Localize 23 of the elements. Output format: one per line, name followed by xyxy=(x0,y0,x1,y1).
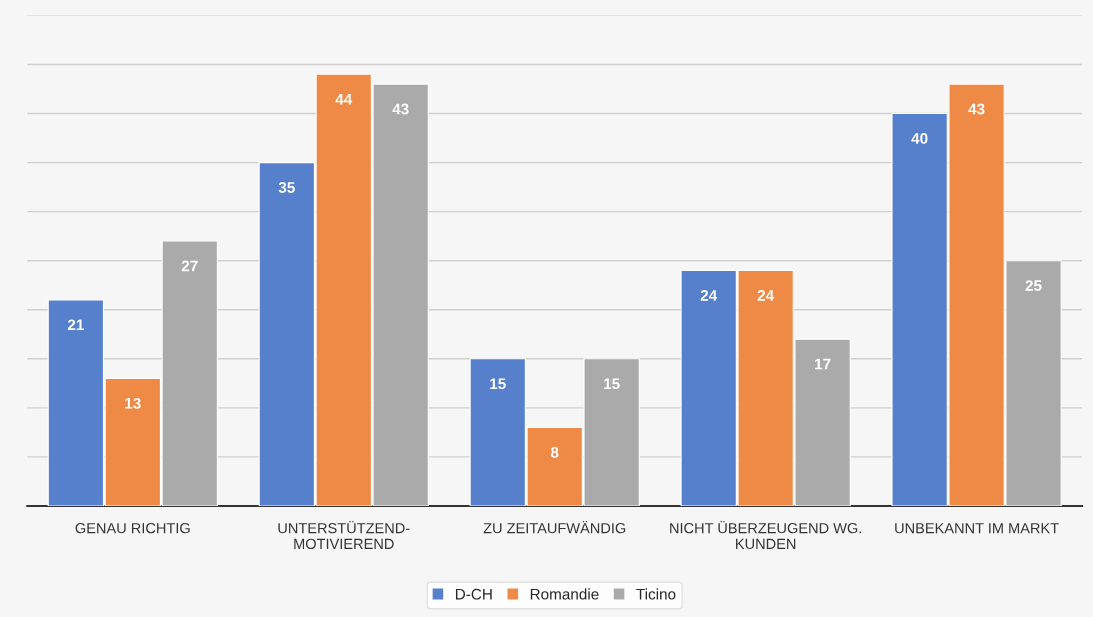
data-label: 40 xyxy=(911,133,928,144)
data-label: 27 xyxy=(181,260,198,272)
x-tick-label: UNBEKANNT IM MARKT xyxy=(895,523,1059,534)
x-tick-label: NICHT ÜBERZEUGEND WG. KUNDEN xyxy=(670,520,861,550)
x-tick-label: GENAU RICHTIG xyxy=(75,522,190,534)
x-tick-label: ZU ZEITAUFWÄNDIG xyxy=(483,520,626,534)
data-label: 13 xyxy=(125,397,141,409)
data-label: 17 xyxy=(815,358,831,370)
legend-label: D-CH xyxy=(455,588,492,600)
data-label: 21 xyxy=(67,319,84,331)
data-label: 8 xyxy=(550,446,559,458)
data-label: 24 xyxy=(757,289,775,301)
data-label: 24 xyxy=(700,289,718,301)
data-label: 15 xyxy=(490,378,506,390)
data-label: 25 xyxy=(1025,280,1042,291)
legend-label: Ticino xyxy=(636,588,676,600)
data-label: 15 xyxy=(604,378,620,390)
data-label: 43 xyxy=(968,103,985,115)
data-label: 35 xyxy=(278,182,295,193)
data-label: 44 xyxy=(335,93,353,105)
legend-label: Romandie xyxy=(530,588,599,600)
x-tick-label: UNTERSTÜTZEND- MOTIVIEREND xyxy=(278,520,410,550)
data-label: 43 xyxy=(392,103,409,115)
